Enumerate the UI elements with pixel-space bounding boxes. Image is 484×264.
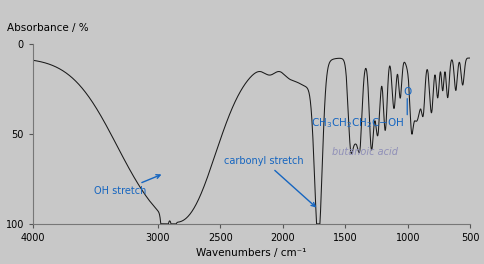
Text: OH stretch: OH stretch [94,175,160,196]
Text: Absorbance / %: Absorbance / % [7,23,88,33]
Text: butanoic acid: butanoic acid [332,147,397,157]
X-axis label: Wavenumbers / cm⁻¹: Wavenumbers / cm⁻¹ [196,248,306,258]
Text: CH$_3$CH$_2$CH$_2$C$-$OH: CH$_3$CH$_2$CH$_2$C$-$OH [310,116,403,130]
Text: O: O [402,87,410,97]
Text: carbonyl stretch: carbonyl stretch [224,156,315,206]
